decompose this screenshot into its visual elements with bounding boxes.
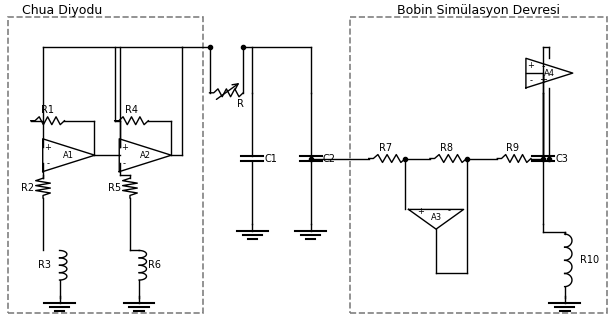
Text: R1: R1 bbox=[41, 105, 54, 115]
Text: R3: R3 bbox=[38, 260, 51, 270]
Text: R9: R9 bbox=[506, 143, 519, 153]
Text: R10: R10 bbox=[580, 255, 599, 265]
Text: R8: R8 bbox=[440, 143, 453, 153]
Text: R4: R4 bbox=[125, 105, 138, 115]
Text: +: + bbox=[44, 143, 51, 152]
Text: C2: C2 bbox=[323, 154, 336, 164]
Text: R: R bbox=[237, 100, 244, 109]
Text: -: - bbox=[46, 159, 49, 168]
Text: R2: R2 bbox=[21, 183, 34, 193]
Text: -: - bbox=[530, 76, 533, 85]
Text: +: + bbox=[528, 61, 534, 70]
Text: -: - bbox=[122, 159, 125, 168]
Text: R6: R6 bbox=[148, 260, 161, 270]
Text: +: + bbox=[418, 206, 424, 215]
Text: C1: C1 bbox=[264, 154, 277, 164]
Text: C3: C3 bbox=[555, 154, 568, 164]
Text: A2: A2 bbox=[140, 151, 151, 160]
Text: Chua Diyodu: Chua Diyodu bbox=[23, 4, 103, 17]
Text: A3: A3 bbox=[430, 213, 442, 222]
Text: +: + bbox=[539, 75, 547, 85]
Text: A4: A4 bbox=[544, 68, 555, 77]
Text: -: - bbox=[541, 61, 545, 71]
Text: Bobin Simülasyon Devresi: Bobin Simülasyon Devresi bbox=[397, 4, 560, 17]
Text: +: + bbox=[121, 143, 127, 152]
Text: A1: A1 bbox=[63, 151, 74, 160]
Text: R5: R5 bbox=[108, 183, 121, 193]
Text: -: - bbox=[448, 206, 451, 215]
Text: R7: R7 bbox=[379, 143, 392, 153]
